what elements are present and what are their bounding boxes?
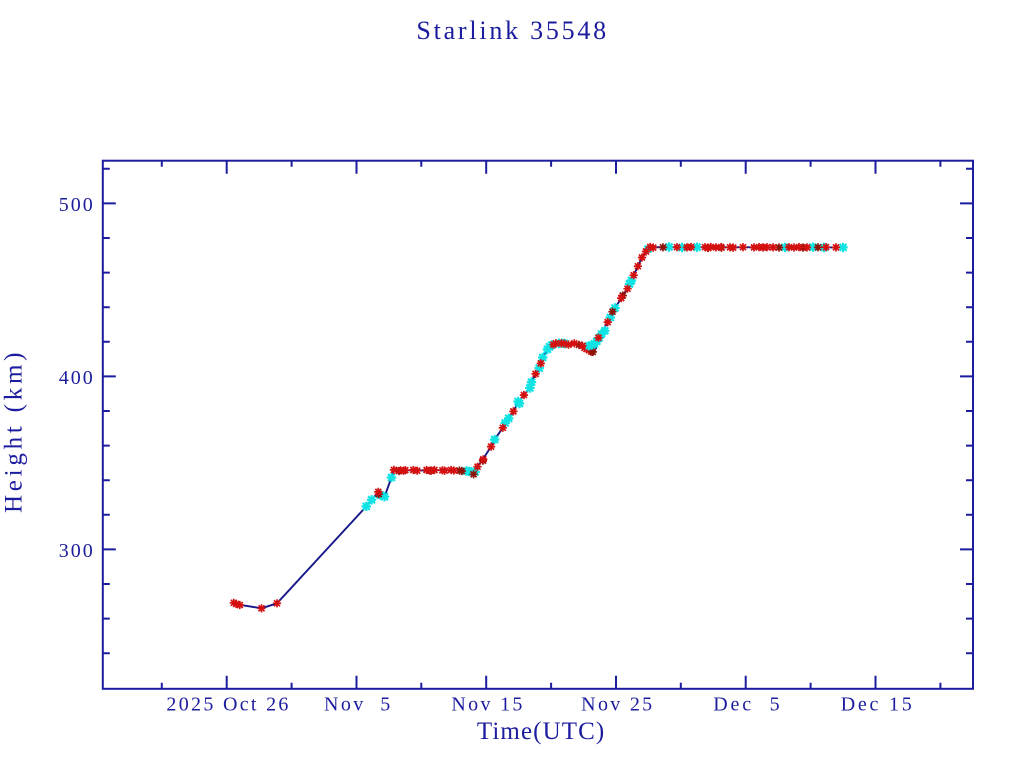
svg-text:2025 Oct 26: 2025 Oct 26: [166, 694, 288, 716]
svg-text:Starlink 35548: Starlink 35548: [416, 16, 606, 45]
svg-text:Time(UTC): Time(UTC): [477, 718, 604, 745]
svg-text:Dec 5: Dec 5: [713, 694, 779, 716]
svg-text:300: 300: [59, 540, 93, 562]
svg-text:400: 400: [59, 367, 93, 389]
svg-text:Nov 15: Nov 15: [451, 694, 522, 716]
svg-text:Height (km): Height (km): [1, 353, 28, 514]
svg-text:Nov 5: Nov 5: [324, 694, 390, 716]
svg-text:Dec 15: Dec 15: [841, 694, 912, 716]
svg-text:Nov 25: Nov 25: [581, 694, 652, 716]
svg-text:500: 500: [59, 194, 93, 216]
